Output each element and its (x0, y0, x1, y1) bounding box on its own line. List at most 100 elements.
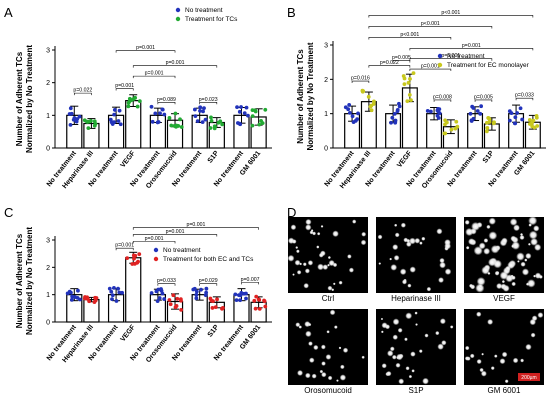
cell-spot (525, 343, 532, 351)
data-point (204, 286, 209, 291)
cell-spot (501, 351, 508, 358)
cell-spot (331, 288, 335, 292)
cell-spot (342, 347, 349, 353)
data-point (132, 261, 137, 266)
data-point (198, 105, 203, 110)
micrograph-panel-d: Ctrl Heparinase III VEGF Orosomucoid S1P GM 6… (287, 216, 544, 395)
data-point (350, 114, 355, 119)
data-point (126, 104, 131, 109)
y-axis-label: Number of Adherent TCs (296, 49, 305, 144)
data-point (234, 298, 239, 303)
x-tick-label: No treatment (46, 149, 79, 188)
cell-spot (414, 311, 418, 315)
data-point (520, 117, 525, 122)
cell-spot (464, 219, 470, 225)
cell-spot (328, 259, 335, 267)
cell-spot (378, 262, 382, 265)
data-point (192, 107, 197, 112)
cell-spot (414, 237, 421, 244)
data-point (162, 297, 167, 301)
data-point (202, 106, 206, 111)
cell-spot (305, 372, 311, 379)
data-point (149, 104, 154, 109)
y-tick-label: 2 (46, 265, 50, 272)
data-point (257, 306, 262, 311)
data-point (157, 296, 162, 300)
data-point (237, 121, 242, 126)
data-point (437, 111, 442, 116)
cell-spot (325, 354, 332, 360)
data-point (392, 111, 397, 116)
data-point (208, 126, 213, 130)
data-point (260, 121, 265, 126)
data-point (167, 298, 172, 302)
significance-bracket (368, 26, 493, 29)
significance-bracket (132, 241, 176, 244)
y-tick-label: 0 (46, 320, 50, 327)
data-point (195, 119, 200, 124)
significance-bracket (368, 65, 411, 68)
cell-spot (332, 282, 336, 286)
data-point (469, 118, 474, 123)
data-point (216, 120, 221, 125)
data-point (479, 104, 484, 109)
p-value-label: p=0.001 (186, 222, 205, 228)
data-point (179, 307, 184, 312)
data-point (87, 119, 92, 124)
data-point (356, 111, 360, 116)
significance-bracket (132, 227, 259, 230)
y-axis-label: Number of Adherent TCs (15, 233, 24, 328)
data-point (393, 120, 398, 125)
cell-spot (480, 370, 487, 377)
data-point (132, 256, 136, 261)
data-point (509, 111, 514, 115)
data-point (93, 298, 98, 303)
data-point (252, 298, 257, 303)
data-point (107, 286, 112, 291)
cell-spot (469, 353, 475, 359)
p-value-label: p=0.001 (421, 64, 440, 70)
cell-spot (481, 266, 490, 275)
significance-bracket (515, 97, 534, 101)
cell-spot (292, 273, 295, 276)
data-point (215, 297, 219, 302)
cell-spot (418, 349, 423, 354)
p-value-label: p=0.008 (433, 94, 452, 100)
cell-spot (321, 361, 326, 366)
cell-spot (517, 260, 520, 263)
data-point (174, 304, 179, 308)
y-tick-label: 2 (46, 80, 50, 87)
legend-marker (175, 16, 181, 22)
data-point (131, 253, 136, 258)
cell-spot (499, 271, 509, 280)
data-point (518, 106, 523, 111)
data-point (110, 293, 115, 298)
cell-spot (299, 262, 303, 266)
data-point (491, 121, 496, 126)
data-point (347, 110, 352, 115)
data-point (92, 119, 97, 124)
panel-letter-c: C (4, 205, 13, 220)
cell-spot (478, 284, 483, 289)
data-point (112, 120, 116, 125)
cell-spot (409, 266, 416, 273)
cell-spot (439, 318, 446, 325)
cell-spot (488, 231, 498, 240)
x-tick-label: VEGF (120, 149, 138, 169)
cell-spot (521, 268, 530, 276)
data-point (135, 104, 140, 109)
data-point (468, 111, 473, 116)
significance-bracket (115, 88, 134, 91)
cell-spot (291, 239, 297, 244)
chart-panel-c: 0 1 2 3 Number of Adherent TCs Normalized by … (15, 222, 272, 364)
p-value-label: p=0.001 (145, 236, 164, 242)
data-point (212, 126, 217, 131)
significance-bracket (157, 283, 176, 286)
data-point (347, 103, 352, 107)
cell-spot (516, 252, 525, 261)
data-point (220, 122, 225, 127)
p-value-label: p=0.033 (157, 278, 176, 284)
data-point (366, 94, 371, 99)
data-point (76, 288, 80, 293)
micrograph-label: GM 6001 (488, 386, 521, 395)
